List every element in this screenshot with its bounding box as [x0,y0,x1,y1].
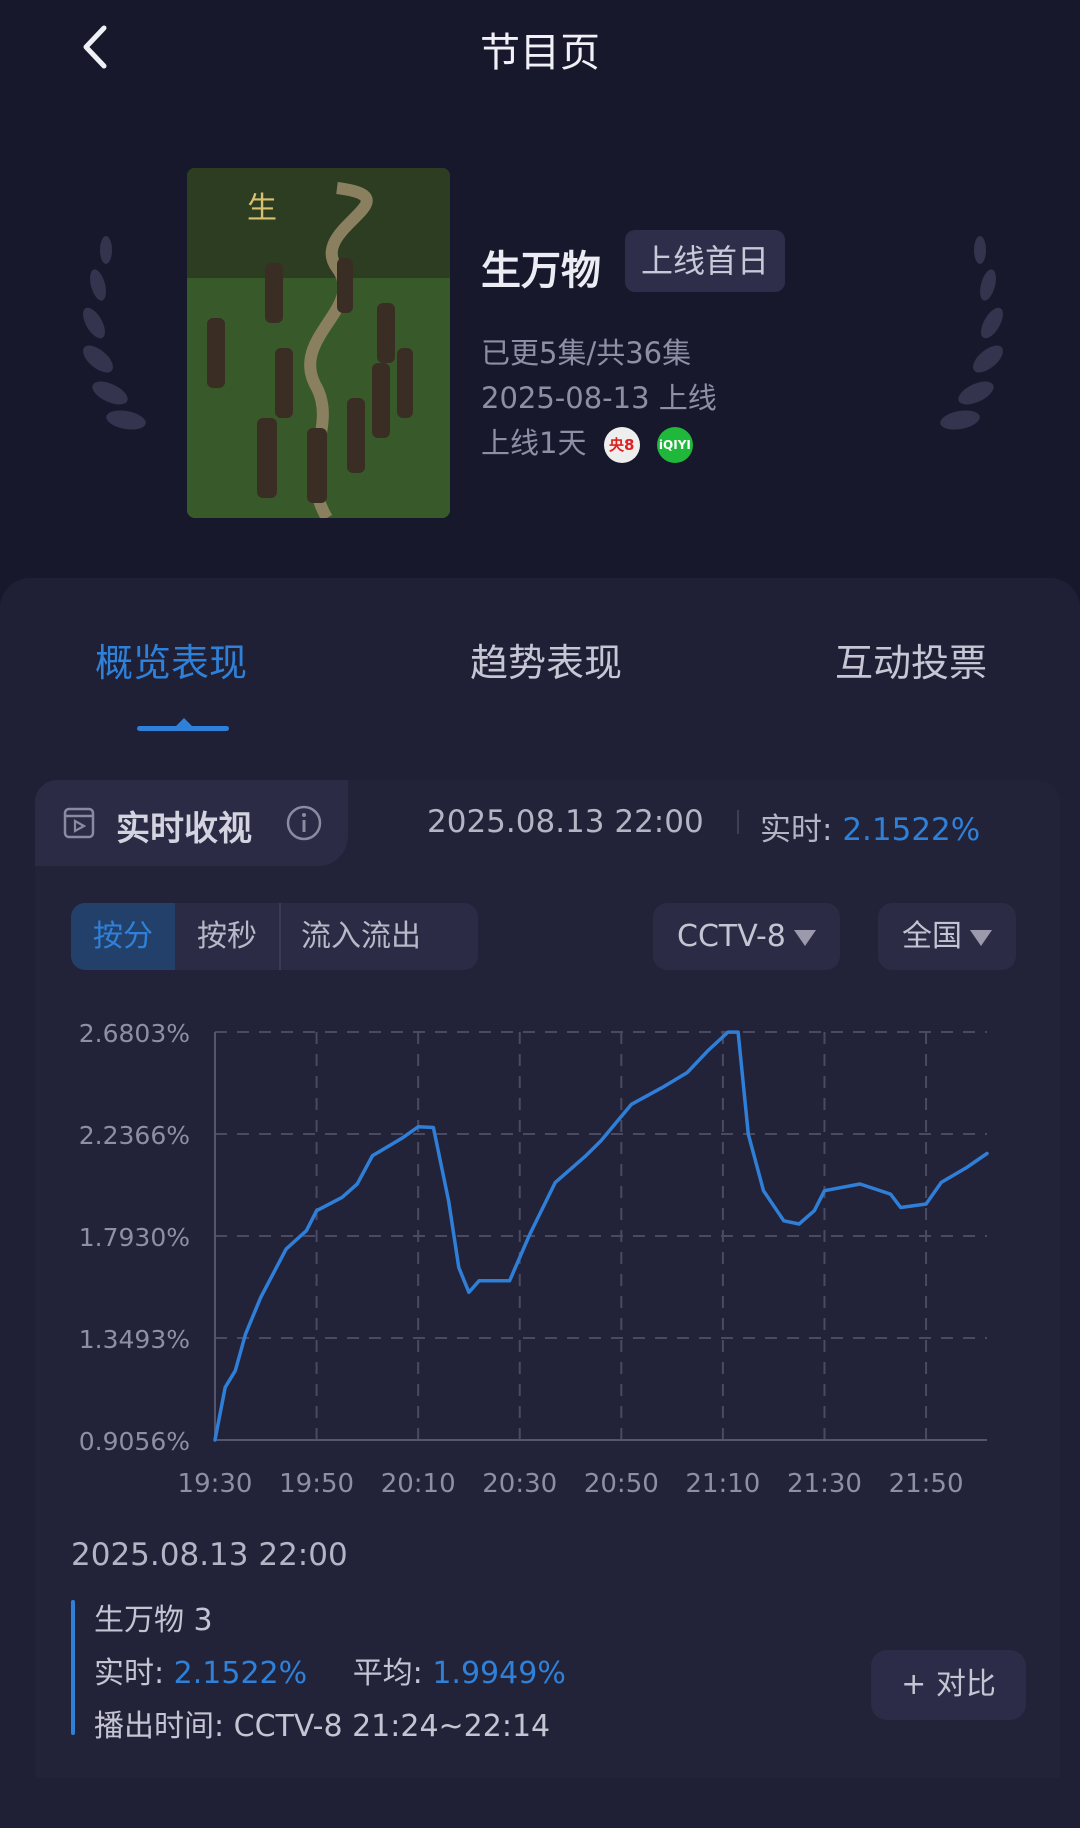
summary-average-value: 1.9949% [432,1656,566,1691]
x-tick-label: 20:30 [482,1469,557,1499]
summary-realtime-label: 实时: [94,1656,165,1691]
x-tick-label: 19:50 [279,1469,354,1499]
tab-trend[interactable]: 趋势表现 [470,641,623,685]
y-tick-label: 2.2366% [79,1121,190,1150]
compare-button[interactable]: + 对比 [871,1650,1026,1720]
online-days-row: 上线1天 央8 iQIYI [481,420,693,463]
segment-by-second[interactable]: 按秒 [197,919,257,954]
region-value: 全国 [902,919,962,954]
back-button[interactable] [72,22,122,72]
realtime-datetime: 2025.08.13 22:00 [427,804,704,840]
summary-episode: 生万物 3 [94,1603,213,1638]
x-tick-label: 20:10 [381,1469,456,1499]
video-icon [63,807,95,839]
realtime-label: 实时: [760,812,833,848]
show-poster[interactable]: 生 [187,168,450,518]
cctv8-channel-icon: 央8 [603,427,640,463]
y-tick-label: 2.6803% [79,1019,190,1048]
y-tick-label: 0.9056% [79,1427,190,1456]
page-title: 节目页 [480,30,600,76]
channel-value: CCTV-8 [677,919,786,954]
realtime-value: 2.1522% [842,812,981,848]
chevron-left-icon [83,25,107,69]
info-icon[interactable] [285,804,323,842]
realtime-header [35,780,348,866]
laurel-left-icon [83,236,146,430]
divider [737,810,739,834]
caret-down-icon [970,929,992,946]
summary-airtime-value: CCTV-8 21:24~22:14 [233,1709,551,1744]
summary-datetime: 2025.08.13 22:00 [71,1537,348,1573]
summary-airtime: 播出时间: CCTV-8 21:24~22:14 [94,1701,550,1745]
tab-vote[interactable]: 互动投票 [835,641,988,685]
y-tick-label: 1.3493% [79,1325,190,1354]
ratings-line-chart[interactable]: 0.9056% 1.3493% 1.7930% 2.2366% 2.6803% 19:30… [0,1000,1080,1500]
x-tick-label: 21:30 [787,1469,862,1499]
summary-realtime-value: 2.1522% [173,1656,308,1691]
release-date: 2025-08-13 上线 [481,381,717,415]
summary-average-label: 平均: [352,1656,423,1691]
channel-dropdown[interactable]: CCTV-8 [653,903,840,970]
tab-indicator [137,726,229,731]
laurel-right-icon [940,236,1003,430]
segment-by-minute[interactable]: 按分 [71,903,175,970]
series-line [213,1030,989,1442]
summary-airtime-label: 播出时间: [94,1709,225,1744]
episode-count: 已更5集/共36集 [481,336,692,370]
x-tick-label: 21:10 [685,1469,760,1499]
online-days: 上线1天 [481,426,587,460]
region-dropdown[interactable]: 全国 [878,903,1016,970]
status-badge: 上线首日 [625,230,786,292]
realtime-readout: 实时: 2.1522% [760,804,980,849]
svg-text:生: 生 [247,191,277,226]
realtime-title: 实时收视 [116,809,252,849]
x-tick-label: 19:30 [178,1469,253,1499]
x-tick-label: 21:50 [889,1469,964,1499]
segment-flow[interactable]: 流入流出 [279,903,443,970]
tab-indicator-caret [175,718,193,727]
x-tick-label: 20:50 [584,1469,659,1499]
caret-down-icon [793,929,816,946]
show-title: 生万物 [481,248,601,294]
tab-overview[interactable]: 概览表现 [95,641,248,685]
iqiyi-channel-icon: iQIYI [656,427,693,463]
series-marker [71,1600,75,1735]
granularity-selector: 按分 按秒 流入流出 [71,903,478,970]
summary-values: 实时: 2.1522% 平均: 1.9949% [94,1648,566,1692]
y-tick-label: 1.7930% [79,1223,190,1252]
